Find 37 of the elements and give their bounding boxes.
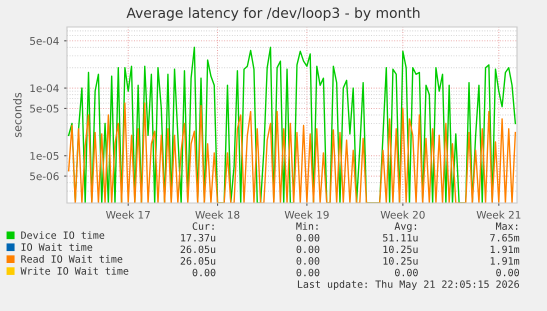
text: 0.00 — [296, 246, 320, 254]
text: 7.65m — [490, 234, 520, 242]
y-tick-label: 1e-05 — [30, 152, 58, 160]
y-tick-label: 1e-04 — [30, 84, 59, 92]
y-tick-label: 5e-06 — [30, 172, 59, 180]
text: Last update: Thu May 21 22:05:15 2026 — [298, 280, 520, 290]
text: Min: — [296, 222, 318, 230]
x-tick-label: Week 21 — [476, 210, 520, 219]
legend-label: IO Wait time — [22, 243, 92, 251]
x-tick-label: Week 18 — [195, 210, 240, 219]
x-tick-label: Week 19 — [284, 210, 329, 219]
y-tick-label: 5e-05 — [30, 104, 58, 113]
text: 1.91m — [490, 246, 520, 254]
text: 0.00 — [296, 257, 320, 265]
text: 0.00 — [296, 234, 320, 242]
y-tick-label: 5e-04 — [30, 37, 59, 45]
text: Cur: — [192, 222, 214, 230]
x-tick-label: Week 20 — [380, 210, 425, 219]
text: 10.25u — [384, 246, 418, 254]
text: 17.37u — [181, 234, 216, 242]
chart-title: Average latency for /dev/loop3 - by month — [126, 7, 420, 21]
text: 26.05u — [180, 246, 216, 254]
text: 51.11u — [383, 234, 418, 242]
legend-label: Write IO Wait time — [20, 266, 128, 275]
text: 0.00 — [395, 268, 418, 276]
legend-label: Device IO time — [21, 231, 104, 239]
text: 0.00 — [496, 268, 519, 276]
text: 26.05u — [180, 257, 216, 265]
text: 10.25u — [384, 257, 418, 265]
text: Max: — [496, 222, 518, 230]
x-tick-label: Week 17 — [106, 210, 150, 219]
text: 0.00 — [296, 268, 320, 276]
text: Avg: — [394, 222, 416, 232]
text: 1.91m — [490, 257, 520, 265]
legend-label: Read IO Wait time — [21, 255, 122, 263]
text: 0.00 — [192, 268, 216, 276]
y-axis-title: seconds — [13, 92, 22, 138]
